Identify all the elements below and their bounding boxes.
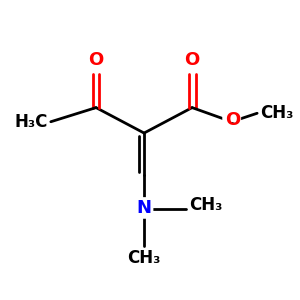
Text: CH₃: CH₃ bbox=[189, 196, 223, 214]
Text: H₃C: H₃C bbox=[15, 113, 48, 131]
Text: O: O bbox=[226, 111, 241, 129]
Text: O: O bbox=[224, 102, 239, 120]
Text: N: N bbox=[136, 199, 152, 217]
Text: O: O bbox=[184, 51, 200, 69]
Text: O: O bbox=[88, 51, 104, 69]
Text: CH₃: CH₃ bbox=[260, 104, 293, 122]
Text: CH₃: CH₃ bbox=[128, 249, 161, 267]
Text: O: O bbox=[184, 51, 200, 69]
Text: O: O bbox=[88, 51, 104, 69]
Text: N: N bbox=[136, 199, 152, 217]
